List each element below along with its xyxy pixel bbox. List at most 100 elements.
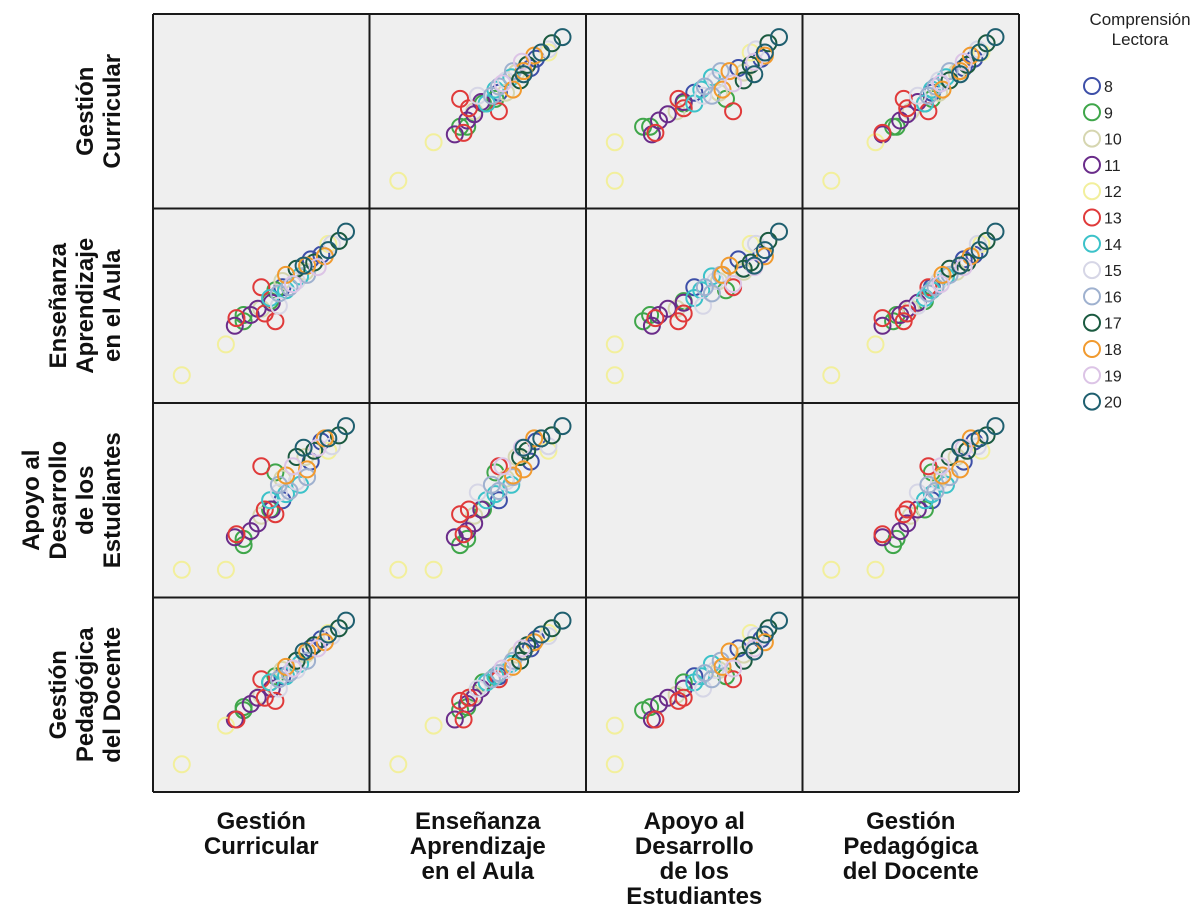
point-cl12-r2-c3-1 — [972, 441, 991, 460]
point-cl12-r2-c1-2 — [424, 560, 443, 579]
point-cl13-r2-c3-1 — [919, 457, 938, 476]
point-cl20-r3-c1-0 — [553, 611, 572, 630]
legend-label-15: 15 — [1104, 263, 1122, 280]
point-cl9-r0-c1-3 — [486, 89, 505, 108]
point-cl13-r1-c2-2 — [674, 304, 693, 323]
point-cl16-r2-c0-0 — [298, 468, 317, 487]
point-cl20-r2-c3-1 — [970, 429, 989, 448]
point-cl20-r0-c1-1 — [532, 43, 551, 62]
point-cl16-r0-c2-2 — [695, 77, 714, 96]
point-cl19-r3-c0-1 — [284, 659, 302, 678]
point-cl11-r1-c0-0 — [225, 316, 244, 335]
legend-label-12: 12 — [1104, 184, 1122, 201]
legend-label-11: 11 — [1104, 158, 1121, 175]
legend-marker-20 — [1083, 392, 1101, 411]
legend-label-19: 19 — [1104, 368, 1122, 385]
point-cl16-r0-c3-0 — [940, 62, 959, 81]
point-cl16-r2-c1-2 — [489, 482, 508, 500]
point-cl18-r2-c1-2 — [504, 466, 522, 485]
point-cl12-r3-c2-0 — [605, 755, 624, 774]
point-cl19-r3-c2-1 — [724, 659, 743, 678]
point-cl18-r0-c1-2 — [504, 80, 522, 99]
point-cl11-r1-c3-0 — [873, 316, 892, 335]
point-cl17-r2-c1-2 — [511, 448, 530, 466]
point-cl13-r1-c3-3 — [873, 309, 892, 328]
point-cl13-r0-c2-1 — [724, 102, 743, 121]
point-cl12-r0-c3-0 — [822, 171, 841, 190]
point-cl17-r1-c2-2 — [734, 259, 753, 278]
point-cl13-r0-c3-3 — [873, 123, 892, 142]
point-cl13-r3-c2-3 — [646, 710, 665, 729]
legend-marker-8 — [1083, 77, 1101, 95]
point-cl18-r2-c1-0 — [525, 429, 544, 448]
point-cl12-r3-c0-2 — [216, 716, 235, 735]
point-cl16-r0-c1-2 — [489, 77, 508, 96]
point-cl11-r3-c2-2 — [674, 679, 693, 698]
point-cl9-r2-c1-2 — [458, 529, 477, 548]
legend-title: Comprensión Lectora — [1089, 10, 1190, 49]
column-labels: Gestión Curricular Enseñanza Aprendizaje en … — [204, 808, 979, 910]
point-cl20-r2-c0-0 — [337, 417, 355, 436]
point-cl18-r2-c3-2 — [933, 466, 952, 485]
point-cl13-r3-c0-0 — [266, 691, 285, 710]
point-cl13-r0-c3-2 — [898, 99, 917, 118]
point-cl18-r2-c0-1 — [298, 460, 317, 479]
point-cl12-r2-c0-2 — [216, 560, 235, 579]
point-cl20-r0-c3-2 — [951, 65, 970, 84]
point-cl11-r3-c1-0 — [445, 710, 464, 729]
point-cl20-r3-c0-1 — [319, 625, 338, 644]
point-cl12-r2-c0-0 — [172, 560, 191, 579]
point-cl18-r3-c2-2 — [713, 657, 732, 676]
point-cl9-r3-c2-2 — [641, 698, 660, 717]
point-cl11-r1-c2-3 — [650, 306, 668, 324]
legend-marker-17 — [1083, 313, 1101, 332]
matrix-cells — [153, 14, 1019, 792]
point-cl12-r2-c1-0 — [389, 560, 408, 579]
svg-text:EnseñanzaAprendizajeen el Aula: EnseñanzaAprendizajeen el Aula — [45, 238, 126, 374]
point-cl8-r1-c2-2 — [729, 250, 748, 269]
point-cl11-r1-c2-2 — [674, 293, 693, 312]
point-cl13-r3-c0-1 — [252, 670, 271, 689]
point-cl13-r2-c3-2 — [898, 500, 917, 519]
point-cl20-r2-c0-1 — [319, 429, 338, 448]
point-cl13-r2-c1-3 — [454, 525, 473, 544]
legend-label-13: 13 — [1104, 211, 1122, 228]
point-cl19-r1-c3-1 — [931, 275, 950, 294]
point-cl19-r0-c3-1 — [931, 74, 950, 93]
point-cl12-r0-c1-0 — [389, 171, 408, 190]
point-cl20-r1-c3-1 — [970, 241, 989, 260]
point-cl12-r3-c2-2 — [605, 716, 624, 735]
point-cl11-r2-c0-3 — [241, 522, 260, 541]
point-cl16-r1-c2-2 — [695, 278, 714, 297]
point-cl19-r2-c3-1 — [931, 457, 950, 476]
point-cl20-r1-c3-0 — [986, 222, 1005, 241]
legend-label-20: 20 — [1104, 395, 1122, 412]
point-cl20-r3-c0-2 — [294, 642, 313, 661]
point-cl19-r2-c0-0 — [308, 438, 327, 457]
point-cl13-r2-c1-0 — [451, 505, 470, 524]
point-cl19-r3-c0-0 — [308, 639, 327, 658]
point-cl12-r1-c0-0 — [172, 366, 191, 385]
point-cl20-r2-c3-2 — [951, 438, 970, 457]
column-label-0: Gestión Curricular — [204, 808, 319, 860]
point-cl11-r0-c2-3 — [650, 111, 668, 130]
point-cl20-r0-c1-2 — [514, 65, 533, 84]
point-cl12-r1-c3-2 — [866, 335, 885, 354]
point-cl15-r1-c3-2 — [908, 296, 927, 315]
point-cl20-r3-c2-2 — [745, 642, 764, 661]
point-cl13-r3-c0-2 — [255, 688, 274, 707]
column-label-3: Gestión Pedagógica del Docente — [843, 808, 979, 885]
point-cl17-r0-c2-0 — [759, 34, 778, 53]
column-label-2: Apoyo al Desarrollo de los Estudiantes — [626, 808, 762, 910]
point-cl15-r0-c1-2 — [468, 86, 487, 105]
point-cl15-r2-c0-2 — [269, 483, 288, 502]
point-cl13-r3-c0-3 — [227, 710, 246, 729]
point-cl16-r2-c3-2 — [926, 482, 945, 500]
point-cl13-r1-c2-3 — [646, 309, 665, 328]
point-cl16-r1-c0-2 — [280, 278, 299, 297]
point-cl13-r2-c0-3 — [227, 525, 246, 544]
cell-bg-r0-c0 — [153, 14, 370, 209]
matrix-points — [172, 28, 1005, 774]
point-cl13-r0-c2-0 — [669, 89, 688, 108]
point-cl18-r3-c2-0 — [755, 633, 774, 652]
